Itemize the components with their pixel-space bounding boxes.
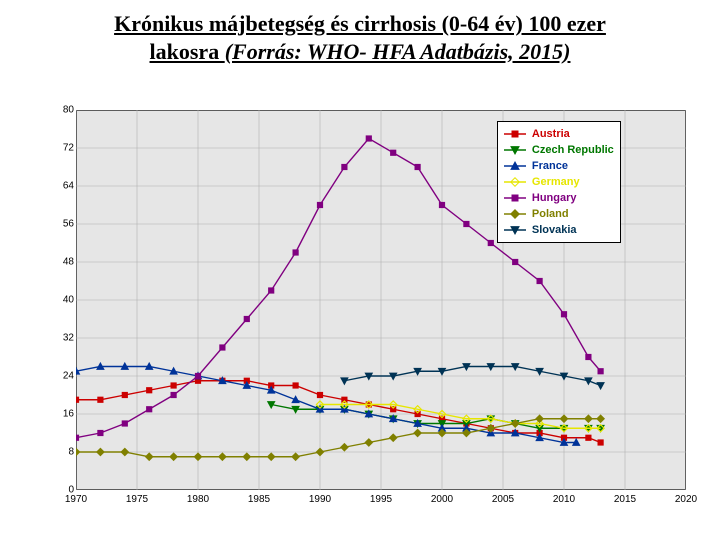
x-tick-label: 2000	[431, 494, 453, 505]
x-tick-label: 2005	[492, 494, 514, 505]
x-tick-label: 1970	[65, 494, 87, 505]
legend-item: Germany	[504, 174, 614, 190]
legend-swatch-icon	[504, 224, 526, 236]
x-tick-label: 1990	[309, 494, 331, 505]
y-axis-labels: 08162432404856647280	[36, 110, 74, 490]
legend-item: Hungary	[504, 190, 614, 206]
legend-item: Slovakia	[504, 222, 614, 238]
legend-label: France	[532, 160, 568, 172]
legend-label: Hungary	[532, 192, 577, 204]
legend-swatch-icon	[504, 128, 526, 140]
y-tick-label: 56	[38, 219, 74, 230]
legend-swatch-icon	[504, 192, 526, 204]
legend-item: Poland	[504, 206, 614, 222]
title-line-2-plain: lakosra	[150, 39, 225, 64]
y-tick-label: 32	[38, 333, 74, 344]
x-tick-label: 2010	[553, 494, 575, 505]
y-tick-label: 80	[38, 105, 74, 116]
y-tick-label: 24	[38, 371, 74, 382]
legend: Austria Czech Republic France Germany Hungar…	[497, 121, 621, 243]
legend-swatch-icon	[504, 160, 526, 172]
legend-label: Germany	[532, 176, 580, 188]
legend-label: Poland	[532, 208, 569, 220]
title-line-2-source: (Forrás: WHO- HFA Adatbázis, 2015)	[225, 39, 571, 64]
chart: 08162432404856647280 1970197519801985199…	[36, 110, 686, 520]
x-tick-label: 1975	[126, 494, 148, 505]
legend-label: Austria	[532, 128, 570, 140]
legend-label: Czech Republic	[532, 144, 614, 156]
x-tick-label: 2015	[614, 494, 636, 505]
slide-title: Krónikus májbetegség és cirrhosis (0-64 …	[10, 0, 710, 65]
legend-label: Slovakia	[532, 224, 577, 236]
x-tick-label: 2020	[675, 494, 697, 505]
y-tick-label: 64	[38, 181, 74, 192]
x-tick-label: 1985	[248, 494, 270, 505]
y-tick-label: 72	[38, 143, 74, 154]
slide: Krónikus májbetegség és cirrhosis (0-64 …	[0, 0, 720, 540]
legend-swatch-icon	[504, 176, 526, 188]
y-tick-label: 48	[38, 257, 74, 268]
y-tick-label: 8	[38, 447, 74, 458]
x-tick-label: 1995	[370, 494, 392, 505]
legend-item: France	[504, 158, 614, 174]
legend-item: Czech Republic	[504, 142, 614, 158]
y-tick-label: 16	[38, 409, 74, 420]
title-line-1: Krónikus májbetegség és cirrhosis (0-64 …	[114, 11, 606, 36]
x-axis-labels: 1970197519801985199019952000200520102015…	[76, 494, 686, 512]
y-tick-label: 40	[38, 295, 74, 306]
x-tick-label: 1980	[187, 494, 209, 505]
legend-swatch-icon	[504, 208, 526, 220]
legend-item: Austria	[504, 126, 614, 142]
legend-swatch-icon	[504, 144, 526, 156]
